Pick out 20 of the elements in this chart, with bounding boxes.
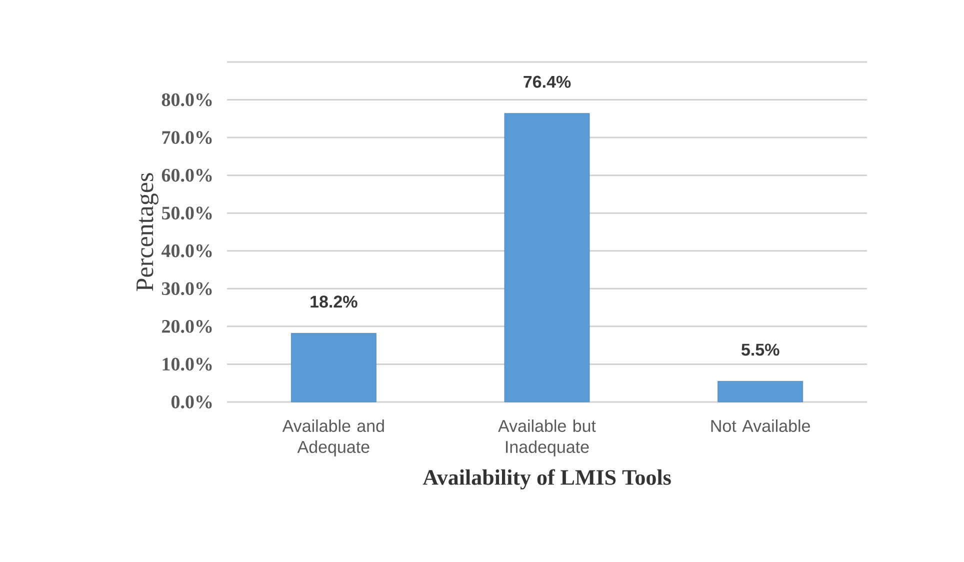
y-tick-label: 60.0% bbox=[162, 168, 212, 182]
y-tick-label: 10.0% bbox=[162, 358, 212, 371]
y-tick-label: 80.0% bbox=[162, 93, 212, 106]
y-tick-label: 50.0% bbox=[162, 206, 212, 220]
y-axis-title: Percentages bbox=[136, 173, 158, 291]
data-label: 18.2% bbox=[310, 296, 358, 308]
x-tick-label: Available but Inadequate bbox=[498, 420, 596, 456]
x-tick-label: Available and Adequate bbox=[282, 420, 384, 456]
data-label: 76.4% bbox=[524, 76, 571, 88]
bar bbox=[290, 333, 376, 402]
y-tick-label: 30.0% bbox=[162, 282, 212, 296]
y-tick-label: 0.0% bbox=[171, 396, 212, 408]
bar bbox=[718, 381, 804, 402]
y-tick-label: 40.0% bbox=[162, 244, 212, 258]
data-label: 5.5% bbox=[741, 344, 780, 356]
x-tick-label: Not Available bbox=[711, 420, 810, 432]
bar bbox=[504, 113, 590, 402]
y-tick-label: 70.0% bbox=[162, 131, 212, 144]
x-axis-title: Availability of LMIS Tools bbox=[422, 469, 671, 490]
y-tick-label: 20.0% bbox=[162, 320, 212, 333]
